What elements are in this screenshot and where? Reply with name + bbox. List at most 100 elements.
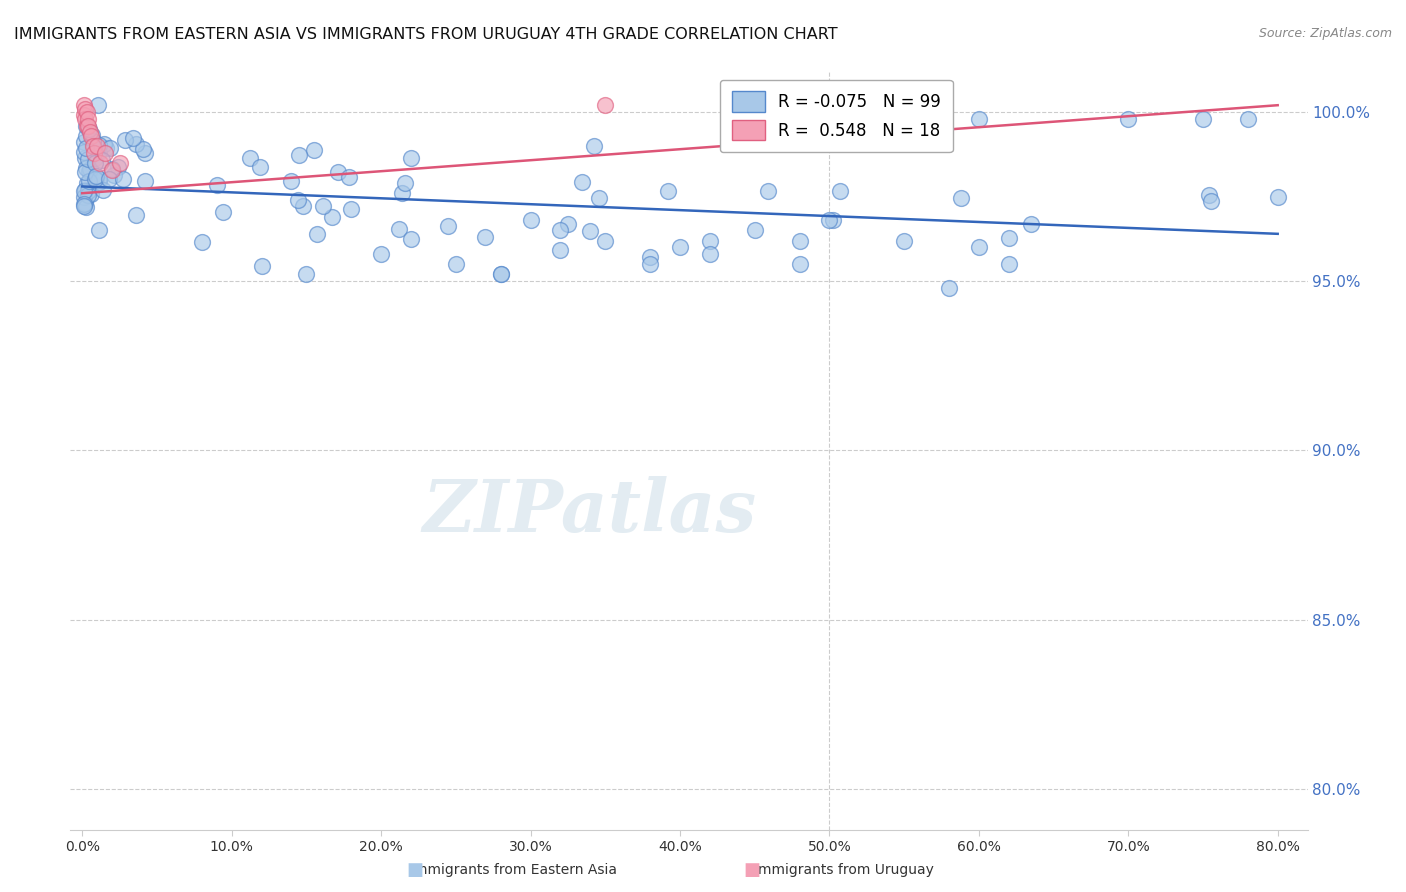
- Point: [77, 122, 100, 136]
- Point: [77, 184, 100, 198]
- Point: [288, 148, 311, 162]
- Point: [211, 205, 233, 219]
- Point: [101, 162, 124, 177]
- Point: [77, 174, 100, 188]
- Point: [239, 151, 262, 165]
- Point: [295, 268, 318, 282]
- Point: [76, 105, 98, 120]
- Point: [305, 227, 328, 241]
- Point: [86, 169, 108, 183]
- Text: Immigrants from Eastern Asia: Immigrants from Eastern Asia: [409, 863, 617, 877]
- Point: [1192, 112, 1215, 126]
- Point: [83, 171, 105, 186]
- Point: [326, 165, 349, 179]
- Legend: R = -0.075   N = 99, R =  0.548   N = 18: R = -0.075 N = 99, R = 0.548 N = 18: [720, 79, 953, 152]
- Point: [98, 141, 121, 155]
- Point: [87, 175, 110, 189]
- Point: [893, 234, 915, 248]
- Point: [84, 171, 107, 186]
- Point: [699, 234, 721, 248]
- Point: [79, 161, 101, 176]
- Point: [1019, 217, 1042, 231]
- Point: [73, 189, 96, 203]
- Point: [593, 98, 616, 112]
- Point: [292, 199, 315, 213]
- Point: [93, 145, 115, 160]
- Point: [444, 257, 467, 271]
- Point: [76, 153, 98, 167]
- Point: [1199, 194, 1222, 208]
- Point: [519, 213, 541, 227]
- Point: [1267, 189, 1289, 203]
- Point: [87, 171, 110, 186]
- Point: [73, 165, 96, 179]
- Point: [98, 172, 121, 186]
- Point: [818, 213, 841, 227]
- Point: [669, 240, 692, 254]
- Point: [108, 155, 131, 169]
- Point: [73, 151, 96, 165]
- Point: [205, 178, 228, 193]
- Point: [86, 138, 108, 153]
- Point: [107, 160, 129, 174]
- Point: [134, 174, 156, 188]
- Text: IMMIGRANTS FROM EASTERN ASIA VS IMMIGRANTS FROM URUGUAY 4TH GRADE CORRELATION CH: IMMIGRANTS FROM EASTERN ASIA VS IMMIGRAN…: [14, 27, 838, 42]
- Point: [87, 145, 110, 159]
- Point: [94, 141, 117, 155]
- Point: [73, 197, 96, 211]
- Point: [638, 250, 661, 264]
- Point: [77, 119, 100, 133]
- Point: [302, 143, 325, 157]
- Point: [388, 221, 411, 235]
- Point: [249, 160, 271, 174]
- Point: [550, 243, 572, 257]
- Point: [337, 170, 360, 185]
- Point: [73, 135, 96, 149]
- Point: [124, 137, 146, 152]
- Point: [997, 231, 1019, 245]
- Point: [321, 210, 343, 224]
- Point: [744, 223, 766, 237]
- Point: [75, 141, 97, 155]
- Point: [638, 257, 661, 271]
- Point: [79, 187, 101, 202]
- Point: [87, 223, 110, 237]
- Point: [82, 138, 104, 153]
- Point: [82, 128, 104, 142]
- Point: [103, 169, 125, 183]
- Point: [250, 259, 273, 273]
- Point: [75, 195, 97, 210]
- Text: ■: ■: [406, 861, 423, 879]
- Point: [280, 174, 302, 188]
- Point: [1236, 112, 1258, 126]
- Point: [76, 176, 98, 190]
- Point: [77, 187, 100, 202]
- Point: [75, 102, 97, 116]
- Point: [571, 175, 593, 189]
- Point: [967, 112, 990, 126]
- Point: [399, 232, 422, 246]
- Point: [657, 184, 679, 198]
- Point: [83, 145, 105, 160]
- Point: [73, 184, 96, 198]
- Text: ■: ■: [744, 861, 761, 879]
- Point: [75, 119, 97, 133]
- Point: [950, 190, 973, 204]
- Point: [77, 112, 100, 126]
- Point: [997, 257, 1019, 271]
- Point: [394, 176, 416, 190]
- Point: [489, 268, 512, 282]
- Point: [75, 183, 97, 197]
- Point: [828, 184, 851, 198]
- Point: [593, 234, 616, 248]
- Point: [134, 146, 156, 161]
- Point: [75, 161, 97, 175]
- Point: [312, 198, 335, 212]
- Point: [91, 183, 114, 197]
- Point: [93, 137, 115, 152]
- Point: [474, 230, 496, 244]
- Text: Immigrants from Uruguay: Immigrants from Uruguay: [754, 863, 934, 877]
- Point: [125, 209, 148, 223]
- Point: [76, 119, 98, 133]
- Point: [75, 112, 97, 126]
